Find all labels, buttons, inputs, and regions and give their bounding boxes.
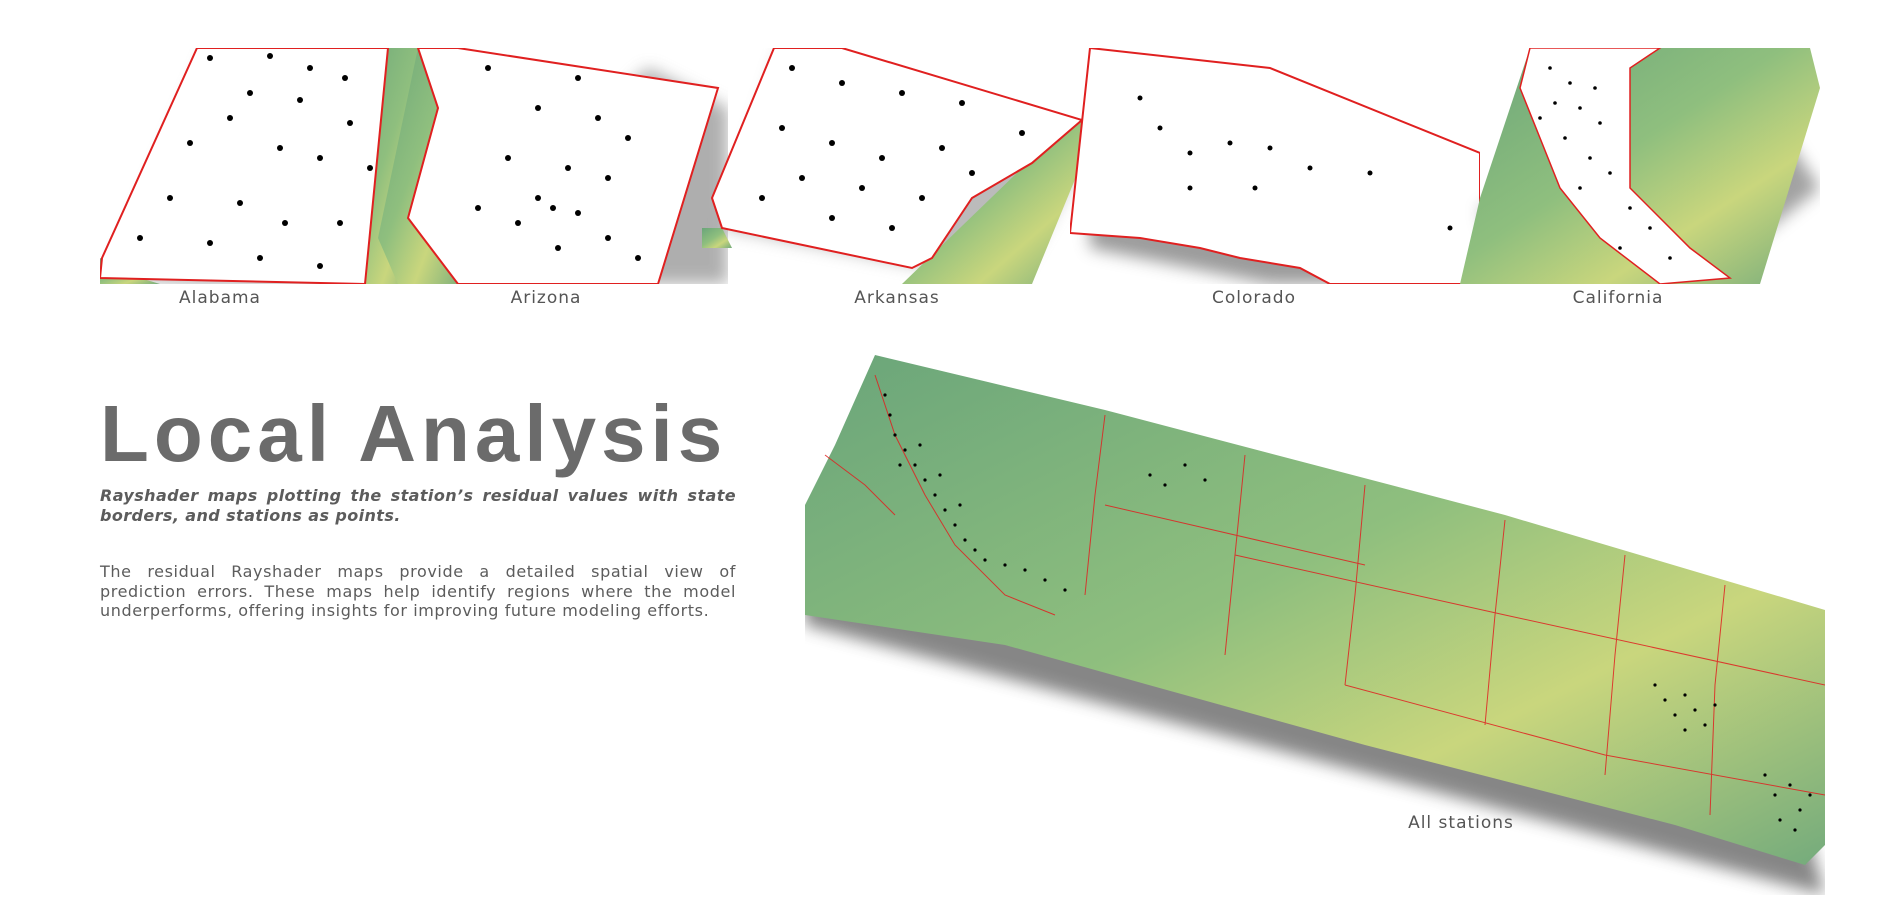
map-arkansas [702, 48, 1092, 284]
map-label-all-stations: All stations [1408, 813, 1514, 833]
map-label-alabama: Alabama [179, 288, 261, 308]
page-subtitle: Rayshader maps plotting the station’s re… [100, 486, 736, 525]
state-outline [100, 48, 390, 284]
map-arizona [378, 48, 728, 284]
state-outline [1070, 48, 1480, 284]
map-label-colorado: Colorado [1212, 288, 1296, 308]
map-label-california: California [1572, 288, 1664, 308]
station-points [1538, 66, 1672, 260]
station-points [1137, 95, 1453, 231]
state-outline [710, 48, 1085, 270]
state-outline [406, 48, 720, 284]
map-label-arizona: Arizona [510, 288, 582, 308]
terrain-surface [805, 355, 1825, 865]
map-colorado [1070, 48, 1480, 284]
terrain-surface [902, 118, 1092, 284]
page-title: Local Analysis [100, 389, 728, 478]
map-all-stations [805, 355, 1825, 895]
station-points [883, 393, 1812, 832]
map-label-arkansas: Arkansas [854, 288, 940, 308]
map-california [1460, 48, 1820, 284]
state-outline [1519, 48, 1733, 284]
station-points [137, 53, 373, 269]
station-points [759, 65, 1025, 231]
station-points [475, 65, 641, 261]
state-borders [824, 374, 1825, 816]
terrain-surface [702, 228, 732, 248]
description-paragraph: The residual Rayshader maps provide a de… [100, 562, 736, 620]
